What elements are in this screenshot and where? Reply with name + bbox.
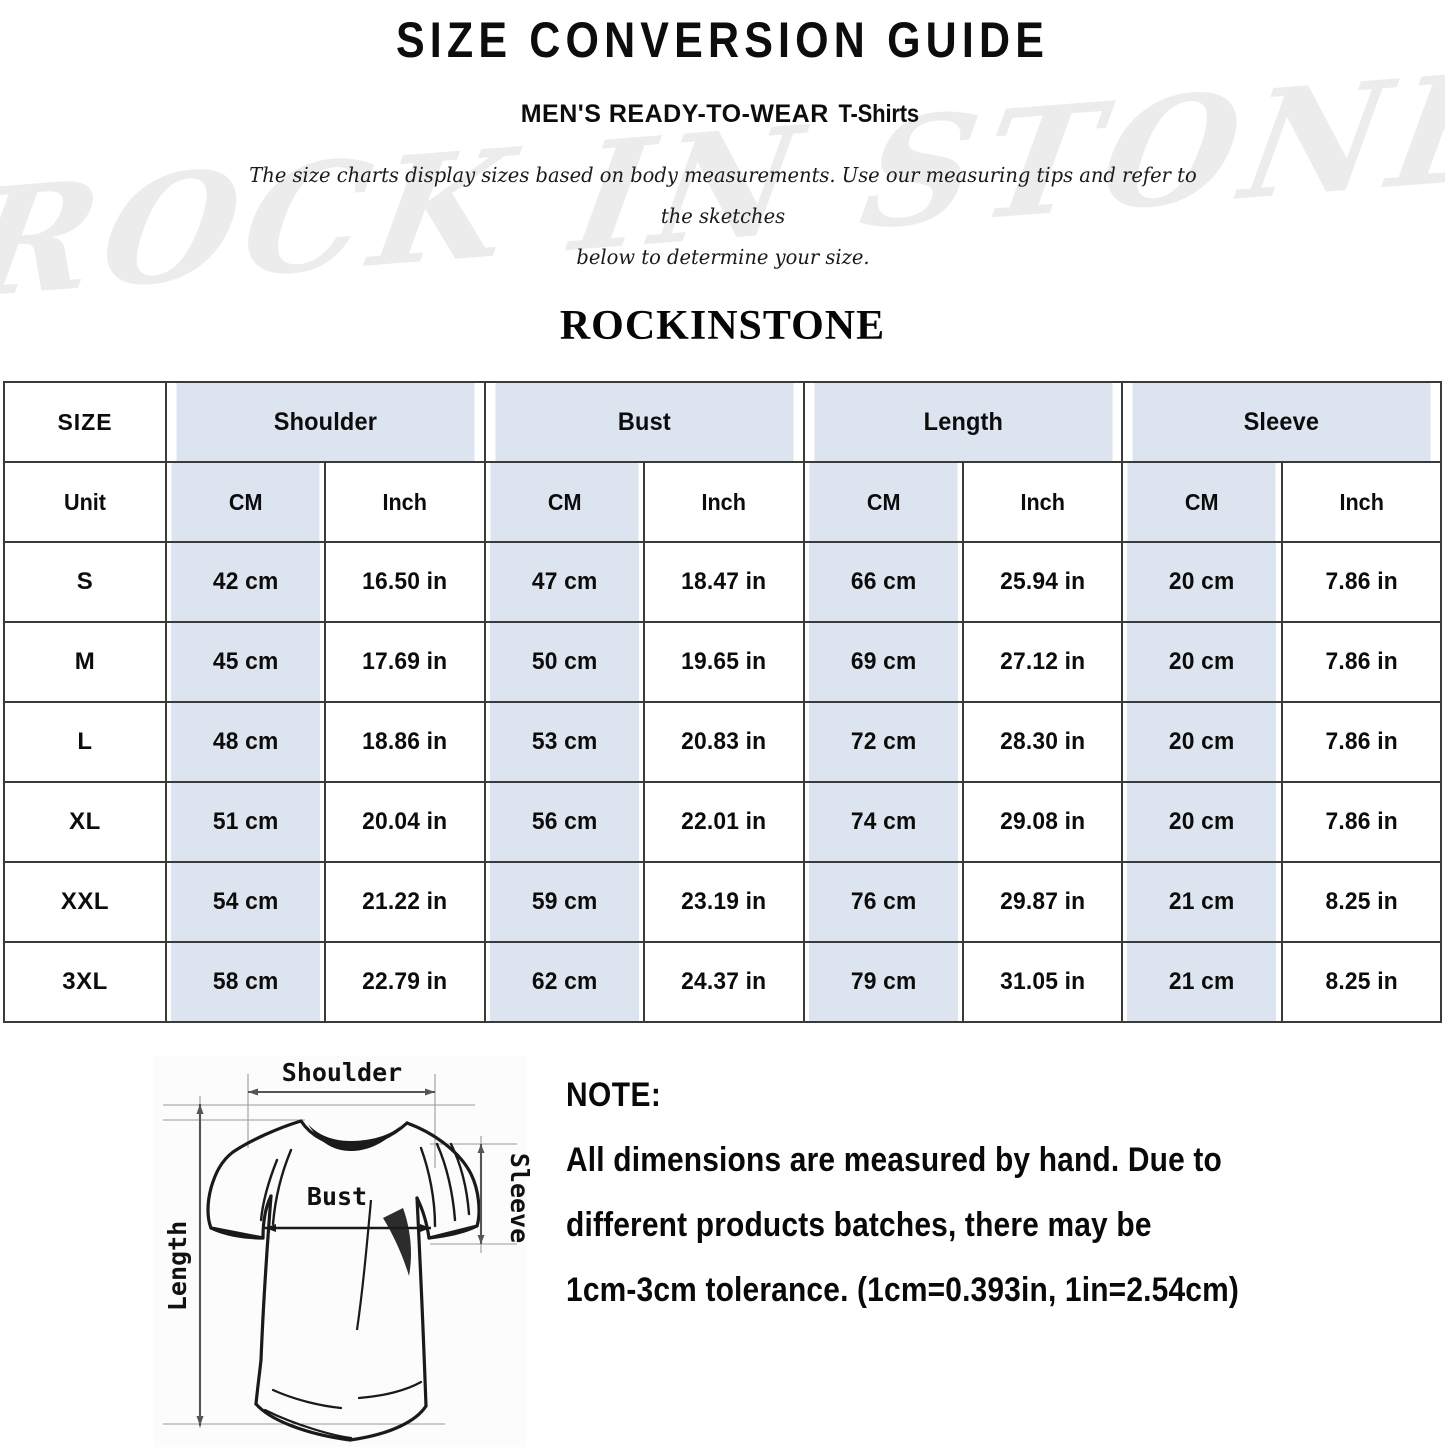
cell-sleeve-cm: 20 cm [1125, 541, 1279, 623]
header: SIZE CONVERSION GUIDE MEN'S READY-TO-WEA… [0, 0, 1445, 350]
unit-sleeve-cm: CM [1126, 461, 1278, 543]
cell-shoulder-in: 17.69 in [328, 621, 482, 703]
unit-shoulder-inch: Inch [329, 461, 481, 543]
cell-bust-in: 22.01 in [647, 781, 801, 863]
table-row: S 42 cm 16.50 in 47 cm 18.47 in 66 cm 25… [3, 541, 1441, 623]
page-title: SIZE CONVERSION GUIDE [395, 12, 1050, 68]
header-group-length: Length [812, 381, 1114, 463]
cell-sleeve-cm: 21 cm [1125, 861, 1279, 943]
cell-shoulder-in: 16.50 in [328, 541, 482, 623]
cell-bust-in: 20.83 in [647, 701, 801, 783]
subtitle-product: T-Shirts [838, 100, 919, 128]
row-size-label: XL [3, 781, 167, 863]
subtitle: MEN'S READY-TO-WEAR T-Shirts [0, 68, 1445, 129]
cell-length-in: 29.08 in [965, 781, 1120, 863]
diagram-label-shoulder: Shoulder [282, 1058, 402, 1087]
cell-shoulder-in: 21.22 in [328, 861, 482, 943]
note-line-2: different products batches, there may be [566, 1206, 1152, 1244]
unit-bust-inch: Inch [647, 461, 800, 543]
row-size-label: M [3, 621, 167, 703]
cell-length-cm: 79 cm [806, 941, 960, 1023]
unit-shoulder-cm: CM [169, 461, 322, 543]
header-group-shoulder: Shoulder [174, 381, 477, 463]
unit-length-cm: CM [807, 461, 960, 543]
size-table-container: SIZE Shoulder Bust Length Sleeve Unit CM… [3, 381, 1442, 1023]
bottom-section: Shoulder Bust Length Sleeve NOTE: All di… [0, 1046, 1445, 1447]
cell-bust-in: 24.37 in [647, 941, 801, 1023]
cell-shoulder-cm: 54 cm [169, 861, 323, 943]
row-size-label: S [3, 541, 167, 623]
diagram-label-length: Length [163, 1221, 192, 1311]
table-group-header-row: SIZE Shoulder Bust Length Sleeve [3, 381, 1441, 463]
diagram-label-sleeve: Sleeve [505, 1153, 534, 1243]
cell-shoulder-in: 22.79 in [328, 941, 482, 1023]
note-line-3: 1cm-3cm tolerance. (1cm=0.393in, 1in=2.5… [566, 1271, 1240, 1309]
cell-bust-cm: 50 cm [487, 621, 642, 703]
table-row: 3XL 58 cm 22.79 in 62 cm 24.37 in 79 cm … [3, 941, 1441, 1023]
header-group-sleeve: Sleeve [1130, 381, 1433, 463]
cell-shoulder-cm: 48 cm [169, 701, 323, 783]
cell-shoulder-cm: 45 cm [169, 621, 323, 703]
cell-length-cm: 66 cm [806, 541, 960, 623]
cell-bust-in: 18.47 in [647, 541, 801, 623]
cell-length-cm: 76 cm [806, 861, 960, 943]
cell-sleeve-in: 7.86 in [1284, 701, 1438, 783]
cell-bust-in: 19.65 in [647, 621, 801, 703]
table-row: XL 51 cm 20.04 in 56 cm 22.01 in 74 cm 2… [3, 781, 1441, 863]
table-row: L 48 cm 18.86 in 53 cm 20.83 in 72 cm 28… [3, 701, 1441, 783]
unit-bust-cm: CM [488, 461, 641, 543]
cell-bust-cm: 53 cm [487, 701, 642, 783]
cell-length-cm: 72 cm [806, 701, 960, 783]
cell-sleeve-cm: 21 cm [1125, 941, 1279, 1023]
unit-sleeve-inch: Inch [1285, 461, 1438, 543]
cell-sleeve-cm: 20 cm [1125, 621, 1279, 703]
cell-shoulder-cm: 42 cm [169, 541, 323, 623]
cell-length-in: 29.87 in [965, 861, 1120, 943]
cell-bust-cm: 62 cm [487, 941, 642, 1023]
cell-bust-in: 23.19 in [647, 861, 801, 943]
description: The size charts display sizes based on b… [243, 129, 1203, 278]
cell-shoulder-cm: 58 cm [169, 941, 323, 1023]
cell-shoulder-in: 20.04 in [328, 781, 482, 863]
cell-sleeve-in: 7.86 in [1284, 541, 1438, 623]
brand-name: ROCKINSTONE [559, 303, 886, 349]
note-title: NOTE: [566, 1076, 662, 1114]
row-size-label: XXL [3, 861, 167, 943]
header-cell-size: SIZE [3, 381, 167, 463]
cell-sleeve-in: 8.25 in [1284, 861, 1438, 943]
note-block: NOTE: All dimensions are measured by han… [566, 1076, 1416, 1310]
cell-shoulder-cm: 51 cm [169, 781, 323, 863]
cell-length-in: 28.30 in [965, 701, 1120, 783]
cell-bust-cm: 56 cm [487, 781, 642, 863]
description-line-1: The size charts display sizes based on b… [248, 163, 1197, 228]
cell-length-in: 25.94 in [965, 541, 1120, 623]
cell-length-cm: 69 cm [806, 621, 960, 703]
header-cell-unit: Unit [7, 461, 163, 543]
cell-length-cm: 74 cm [806, 781, 960, 863]
cell-sleeve-cm: 20 cm [1125, 781, 1279, 863]
cell-sleeve-in: 7.86 in [1284, 781, 1438, 863]
table-unit-row: Unit CM Inch CM Inch CM Inch CM Inch [4, 461, 1441, 543]
table-row: M 45 cm 17.69 in 50 cm 19.65 in 69 cm 27… [3, 621, 1441, 703]
row-size-label: 3XL [3, 941, 167, 1023]
cell-bust-cm: 59 cm [487, 861, 642, 943]
cell-sleeve-in: 8.25 in [1284, 941, 1438, 1023]
note-line-1: All dimensions are measured by hand. Due… [566, 1141, 1222, 1179]
cell-sleeve-cm: 20 cm [1125, 701, 1279, 783]
description-line-2: below to determine your size. [575, 245, 870, 269]
table-row: XXL 54 cm 21.22 in 59 cm 23.19 in 76 cm … [3, 861, 1441, 943]
subtitle-category: MEN'S READY-TO-WEAR [520, 100, 829, 128]
size-conversion-table: SIZE Shoulder Bust Length Sleeve Unit CM… [3, 381, 1442, 1023]
cell-shoulder-in: 18.86 in [328, 701, 482, 783]
row-size-label: L [3, 701, 167, 783]
cell-length-in: 31.05 in [965, 941, 1120, 1023]
diagram-label-bust: Bust [307, 1182, 367, 1211]
tshirt-measurement-diagram: Shoulder Bust Length Sleeve [145, 1048, 535, 1447]
cell-bust-cm: 47 cm [487, 541, 642, 623]
cell-sleeve-in: 7.86 in [1284, 621, 1438, 703]
cell-length-in: 27.12 in [965, 621, 1120, 703]
unit-length-inch: Inch [966, 461, 1119, 543]
header-group-bust: Bust [493, 381, 795, 463]
